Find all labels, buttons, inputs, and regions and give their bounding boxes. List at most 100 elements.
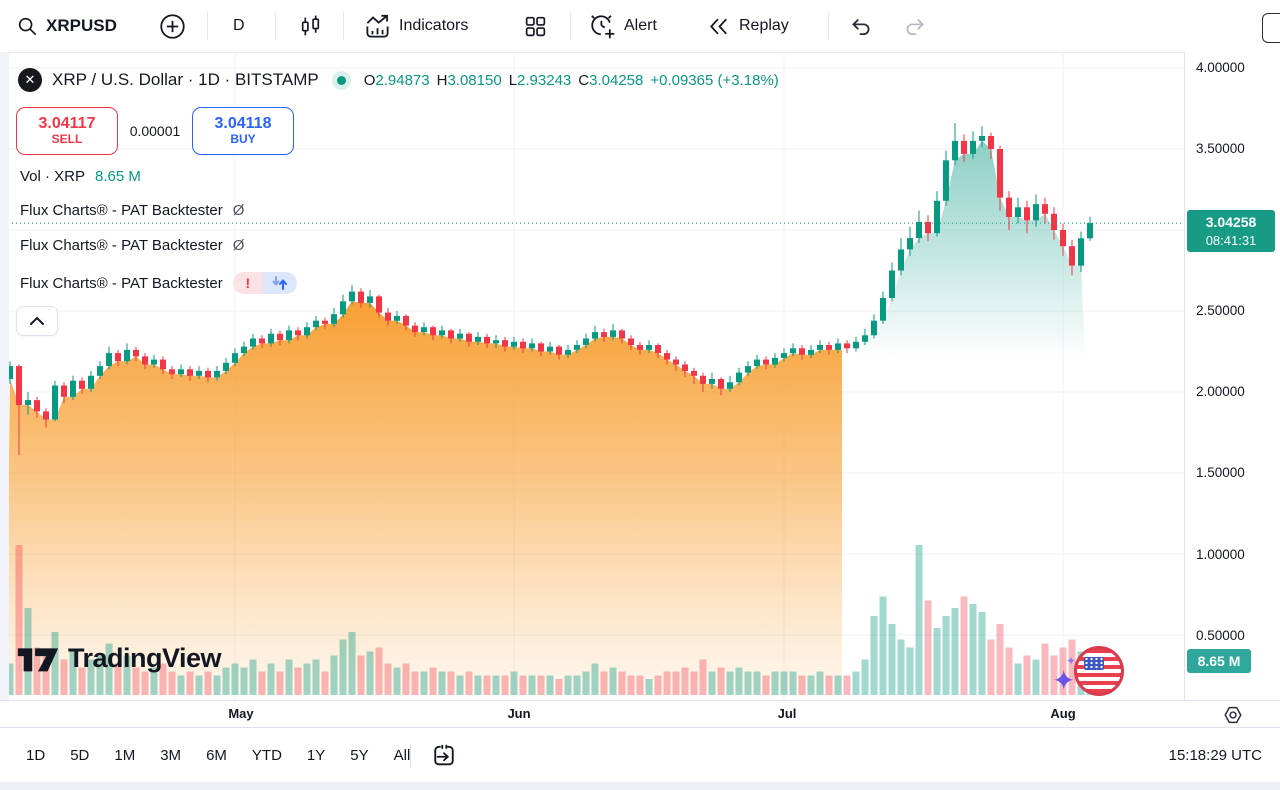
axis-settings-button[interactable] xyxy=(1222,704,1244,731)
interval-button[interactable]: D xyxy=(233,0,245,52)
month-label: Jul xyxy=(777,706,797,721)
alert-button[interactable]: Alert xyxy=(589,0,657,52)
symbol-search-button[interactable]: XRPUSD xyxy=(16,0,117,52)
bottom-strip xyxy=(0,782,1280,790)
range-buttons: 1D 5D 1M 3M 6M YTD 1Y 5Y All xyxy=(24,728,412,783)
undo-button[interactable] xyxy=(848,0,874,52)
layout-grid-button[interactable] xyxy=(523,0,548,52)
volume-value: 8.65 M xyxy=(95,168,141,185)
replay-label: Replay xyxy=(739,17,789,34)
symbol-legend[interactable]: ✕ XRP / U.S. Dollar · 1D · BITSTAMP O2.9… xyxy=(18,68,779,92)
hexagon-settings-icon xyxy=(1224,706,1242,724)
close-label: C xyxy=(578,71,590,89)
watermark-text: TradingView xyxy=(68,642,222,673)
market-status-dot-icon xyxy=(336,75,346,85)
chevron-up-icon xyxy=(30,316,44,325)
sparkle-small-icon: ✦ xyxy=(1066,654,1077,668)
month-label: Aug xyxy=(1050,706,1076,721)
last-price-badge: 3.04258 08:41:31 xyxy=(1187,210,1275,253)
error-badge[interactable]: ! xyxy=(232,272,263,294)
range-1d[interactable]: 1D xyxy=(26,747,46,764)
interval-label: D xyxy=(233,17,245,34)
high-value: 3.08150 xyxy=(447,71,502,89)
range-1m[interactable]: 1M xyxy=(114,747,136,764)
chart-style-button[interactable] xyxy=(298,0,323,52)
compare-add-button[interactable] xyxy=(159,0,186,52)
indicator-name: Flux Charts® - PAT Backtester xyxy=(20,274,223,292)
toolbar-separator xyxy=(570,12,571,40)
bottom-separator xyxy=(410,744,411,768)
teal-position-fill xyxy=(852,140,1085,357)
sell-price: 3.04117 xyxy=(38,114,96,132)
indicators-label: Indicators xyxy=(399,17,469,34)
toolbar-partial-button[interactable] xyxy=(1262,13,1280,43)
search-icon xyxy=(18,17,37,36)
price-tick: 4.00000 xyxy=(1196,60,1245,75)
calendar-goto-icon xyxy=(434,744,454,766)
buy-label: BUY xyxy=(230,132,256,147)
orange-backtest-fill xyxy=(6,301,842,695)
range-1y[interactable]: 1Y xyxy=(306,747,326,764)
collapse-legend-button[interactable] xyxy=(16,306,58,336)
tradingview-watermark: TradingView xyxy=(16,640,222,676)
bar-countdown: 08:41:31 xyxy=(1205,232,1257,248)
candlestick-icon xyxy=(301,15,320,35)
sell-button[interactable]: 3.04117 SELL xyxy=(16,107,118,155)
left-gutter xyxy=(0,52,9,727)
price-tick: 3.50000 xyxy=(1196,141,1245,156)
range-3m[interactable]: 3M xyxy=(160,747,182,764)
alert-label: Alert xyxy=(624,17,657,34)
toolbar-separator xyxy=(207,12,208,40)
symbol-name: XRPUSD xyxy=(46,16,117,35)
price-chart[interactable] xyxy=(0,52,1184,700)
us-event-sticker[interactable]: ✦ ✦ xyxy=(1052,644,1124,700)
indicators-button[interactable]: Indicators xyxy=(364,0,468,52)
close-value: 3.04258 xyxy=(589,71,644,89)
indicators-icon xyxy=(366,14,389,38)
range-all[interactable]: All xyxy=(393,747,411,764)
redo-icon xyxy=(906,19,924,36)
indicator-status: Ø xyxy=(232,202,245,219)
indicator-badges: ! xyxy=(232,272,297,294)
toolbar-separator xyxy=(275,12,276,40)
tradingview-logo-icon xyxy=(17,648,59,672)
replay-icon xyxy=(710,18,727,34)
volume-axis-badge: 8.65 M xyxy=(1187,649,1251,673)
range-5y[interactable]: 5Y xyxy=(350,747,369,764)
low-value: 2.93243 xyxy=(517,71,572,89)
indicator-legend-3[interactable]: Flux Charts® - PAT Backtester ! xyxy=(20,272,297,294)
buy-button[interactable]: 3.04118 BUY xyxy=(192,107,294,155)
spread-value: 0.00001 xyxy=(129,123,181,139)
bottom-toolbar: 1D 5D 1M 3M 6M YTD 1Y 5Y All 15:18:29 UT… xyxy=(0,727,1280,783)
signals-icon[interactable] xyxy=(262,272,297,294)
sparkle-icon: ✦ xyxy=(1052,665,1076,696)
buy-price: 3.04118 xyxy=(214,114,272,132)
price-tick: 0.50000 xyxy=(1196,628,1245,643)
go-to-date-button[interactable] xyxy=(430,741,458,774)
price-axis[interactable]: 4.00000 3.50000 2.50000 2.00000 1.50000 … xyxy=(1184,52,1280,700)
high-label: H xyxy=(436,71,448,89)
indicator-name: Flux Charts® - PAT Backtester xyxy=(20,237,223,254)
open-label: O xyxy=(363,71,376,89)
price-tick: 1.50000 xyxy=(1196,465,1245,480)
ohlc-values: O2.94873 H3.08150 L2.93243 C3.04258 +0.0… xyxy=(364,72,779,89)
indicator-status: Ø xyxy=(232,237,245,254)
last-price-value: 3.04258 xyxy=(1205,214,1257,230)
price-tick: 2.50000 xyxy=(1196,303,1245,318)
volume-legend[interactable]: Vol · XRP 8.65 M xyxy=(20,168,141,185)
indicator-legend-2[interactable]: Flux Charts® - PAT Backtester Ø xyxy=(20,237,244,254)
price-tick: 1.00000 xyxy=(1196,547,1245,562)
range-5d[interactable]: 5D xyxy=(70,747,90,764)
low-label: L xyxy=(508,71,518,89)
candles xyxy=(7,123,1093,456)
session-clock[interactable]: 15:18:29 UTC xyxy=(1168,747,1262,764)
time-axis[interactable]: May Jun Jul Aug xyxy=(0,700,1280,728)
range-ytd[interactable]: YTD xyxy=(251,747,282,764)
symbol-title: XRP / U.S. Dollar · 1D · BITSTAMP xyxy=(52,70,319,89)
range-6m[interactable]: 6M xyxy=(206,747,227,764)
top-toolbar: XRPUSD D Indicators Alert Replay xyxy=(0,0,1280,53)
redo-button[interactable] xyxy=(902,0,928,52)
indicator-legend-1[interactable]: Flux Charts® - PAT Backtester Ø xyxy=(20,202,244,219)
replay-button[interactable]: Replay xyxy=(706,0,789,52)
